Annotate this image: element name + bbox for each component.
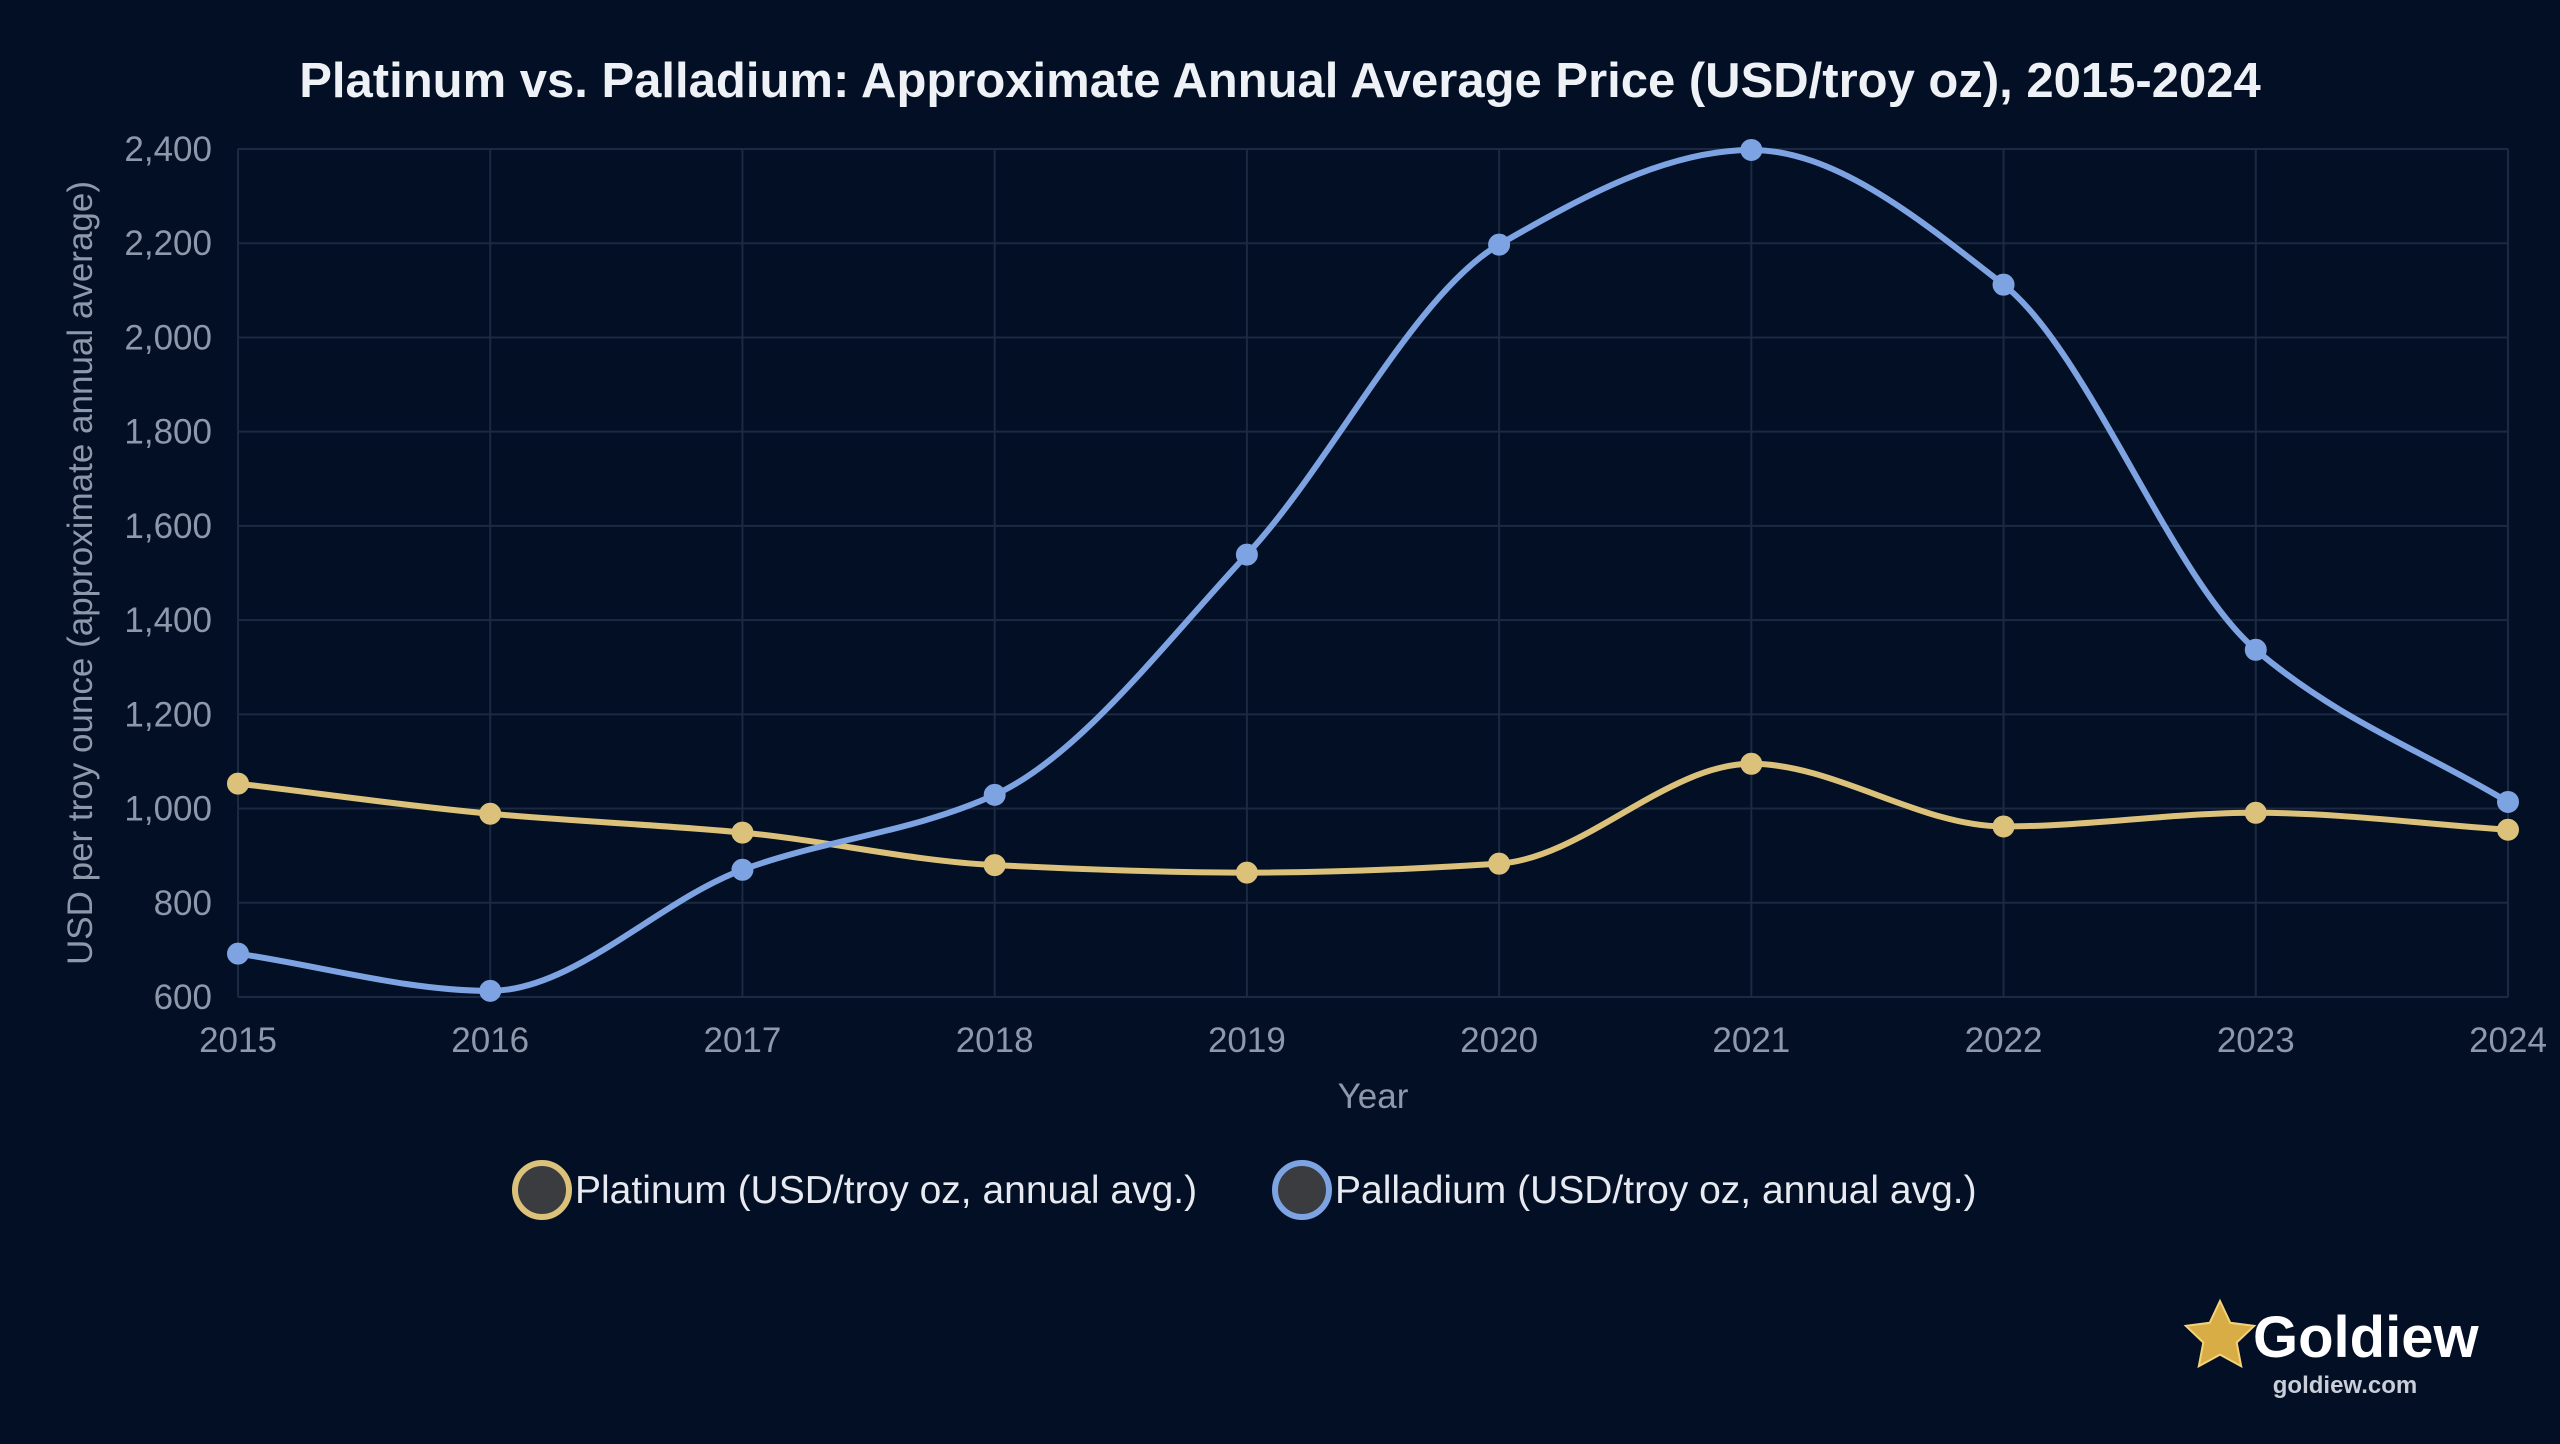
- legend-label-platinum: Platinum (USD/troy oz, annual avg.): [575, 1169, 1197, 1212]
- data-point-platinum[interactable]: [2497, 818, 2519, 841]
- data-point-palladium[interactable]: [731, 858, 754, 881]
- x-tick-label: 2015: [199, 1021, 277, 1060]
- data-point-platinum[interactable]: [1235, 861, 1258, 884]
- data-point-palladium[interactable]: [983, 783, 1006, 806]
- x-tick-label: 2020: [1460, 1021, 1538, 1060]
- data-point-palladium[interactable]: [1740, 138, 1763, 161]
- brand-name: Goldiew: [2253, 1305, 2479, 1370]
- series-line-platinum: [237, 760, 2509, 876]
- legend-marker-platinum: [512, 1160, 572, 1220]
- brand-url: goldiew.com: [2273, 1372, 2417, 1399]
- x-tick-label: 2021: [1712, 1021, 1790, 1060]
- x-axis-label: Year: [1338, 1077, 1409, 1116]
- y-tick-label: 1,000: [124, 790, 212, 829]
- series-palladium: [227, 138, 2519, 1002]
- x-tick-label: 2016: [451, 1021, 529, 1060]
- y-tick-label: 1,800: [124, 413, 212, 452]
- y-tick-label: 2,000: [124, 318, 212, 357]
- series: [227, 138, 2519, 1002]
- data-point-platinum[interactable]: [2244, 801, 2267, 824]
- brand-logo: Goldiew goldiew.com: [2183, 1298, 2479, 1399]
- data-point-platinum[interactable]: [983, 854, 1006, 877]
- y-axis-label: USD per troy ounce (approximate annual a…: [61, 181, 100, 965]
- series-line-palladium: [237, 146, 2510, 994]
- data-point-palladium[interactable]: [1992, 273, 2015, 296]
- data-point-platinum[interactable]: [1992, 815, 2015, 838]
- chart-title: Platinum vs. Palladium: Approximate Annu…: [299, 54, 2261, 108]
- data-point-palladium[interactable]: [2244, 638, 2267, 661]
- x-tick-label: 2022: [1965, 1021, 2043, 1060]
- series-platinum: [227, 752, 2519, 884]
- y-tick-label: 2,200: [124, 224, 212, 263]
- y-tick-label: 1,600: [124, 507, 212, 546]
- x-tick-label: 2023: [2217, 1021, 2295, 1060]
- y-tick-label: 600: [154, 978, 212, 1017]
- data-point-palladium[interactable]: [1488, 233, 1511, 256]
- x-tick-label: 2019: [1208, 1021, 1286, 1060]
- legend: Platinum (USD/troy oz, annual avg.) Pall…: [512, 1160, 1977, 1220]
- data-point-platinum[interactable]: [227, 772, 249, 795]
- data-point-platinum[interactable]: [1488, 852, 1511, 875]
- legend-label-palladium: Palladium (USD/troy oz, annual avg.): [1335, 1169, 1977, 1212]
- y-tick-label: 2,400: [124, 130, 212, 169]
- legend-item-palladium[interactable]: Palladium (USD/troy oz, annual avg.): [1272, 1160, 1977, 1220]
- x-tick-label: 2024: [2469, 1021, 2547, 1060]
- x-tick-label: 2017: [704, 1021, 782, 1060]
- data-point-palladium[interactable]: [2497, 790, 2519, 813]
- data-point-palladium[interactable]: [479, 979, 502, 1002]
- y-tick-label: 1,200: [124, 695, 212, 734]
- y-axis-ticks: 600 800 1,000 1,200 1,400 1,600 1,800 2,000 2,20…: [124, 130, 212, 1017]
- data-point-platinum[interactable]: [1740, 752, 1763, 775]
- y-tick-label: 1,400: [124, 601, 212, 640]
- data-point-platinum[interactable]: [479, 802, 502, 825]
- data-point-palladium[interactable]: [1235, 543, 1258, 566]
- data-point-platinum[interactable]: [731, 821, 754, 844]
- data-point-palladium[interactable]: [227, 942, 249, 965]
- x-tick-label: 2018: [956, 1021, 1034, 1060]
- legend-marker-palladium: [1272, 1160, 1332, 1220]
- legend-item-platinum[interactable]: Platinum (USD/troy oz, annual avg.): [512, 1160, 1197, 1220]
- x-axis-ticks: 2015 2016 2017 2018 2019 2020 2021 2022 2023 2024: [199, 1021, 2547, 1060]
- y-tick-label: 800: [154, 884, 212, 923]
- star-icon: [2183, 1298, 2257, 1369]
